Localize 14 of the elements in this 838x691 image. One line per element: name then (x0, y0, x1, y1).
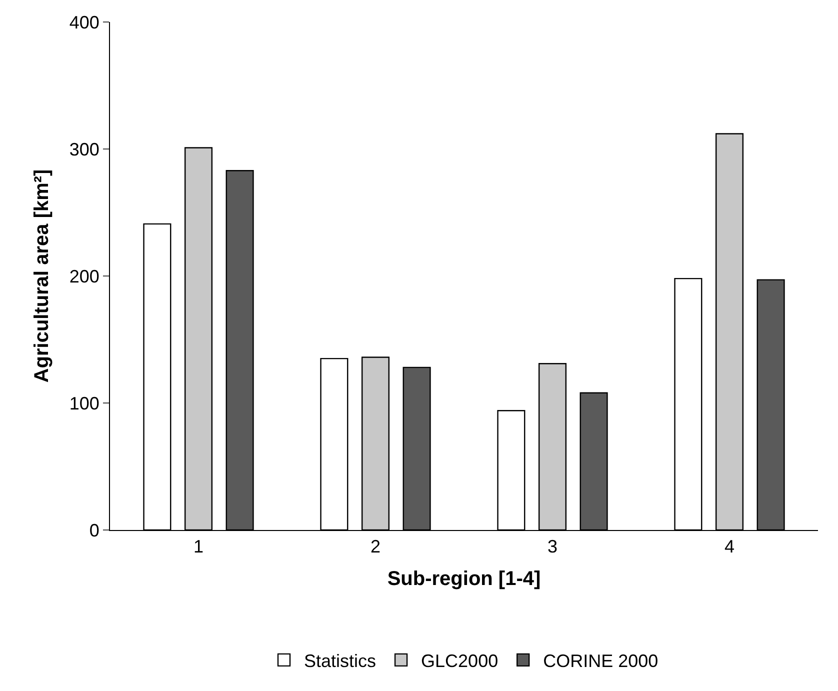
x-tick-label: 4 (724, 536, 735, 557)
x-tick-label: 2 (370, 536, 381, 557)
y-tick-label: 300 (69, 139, 100, 160)
x-axis-title: Sub-region [1-4] (387, 568, 541, 590)
legend-label: CORINE 2000 (543, 650, 658, 671)
y-tick-label: 100 (69, 393, 100, 414)
y-tick-label: 0 (89, 520, 100, 540)
y-tick-label: 200 (69, 266, 100, 286)
x-tick-label: 3 (547, 536, 558, 557)
y-tick-label: 400 (69, 12, 100, 32)
y-axis-title: Agricultural area [km²] (30, 169, 53, 383)
x-tick-label: 1 (193, 536, 204, 557)
legend-label: Statistics (304, 650, 376, 671)
legend-label: GLC2000 (421, 650, 498, 671)
